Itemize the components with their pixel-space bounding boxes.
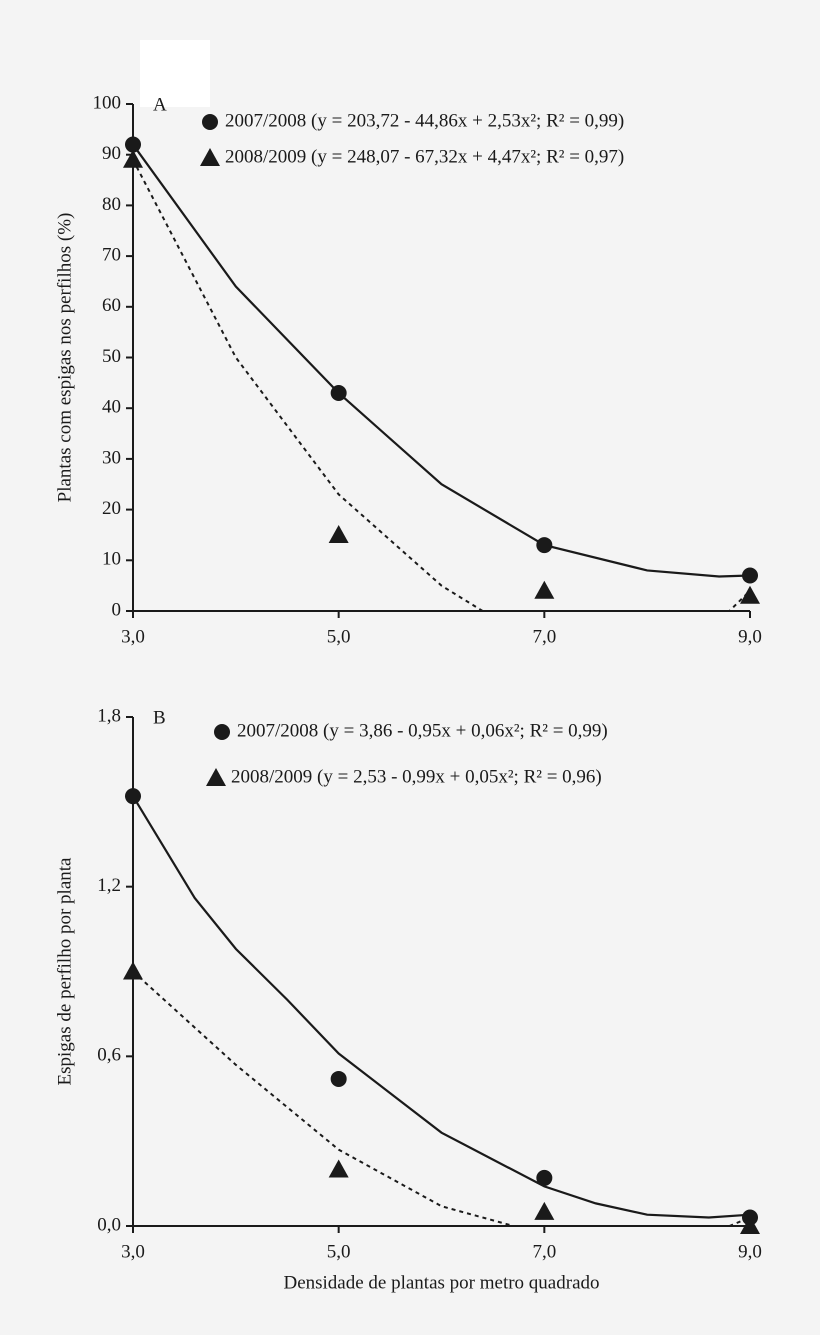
x-tick-label: 5,0 (327, 1241, 351, 1262)
y-tick-label: 0,0 (97, 1214, 121, 1235)
point (536, 1169, 553, 1186)
panel-label: A (153, 94, 167, 115)
x-axis-label: Densidade de plantas por metro quadrado (283, 1272, 599, 1293)
x-tick-label: 3,0 (121, 626, 145, 647)
legend-label: 2008/2009 (y = 248,07 - 67,32x + 4,47x²;… (225, 146, 624, 167)
point (740, 1216, 760, 1234)
y-tick-label: 1,2 (97, 875, 121, 896)
legend-marker (214, 724, 230, 740)
fit-curve (132, 159, 751, 612)
point (536, 537, 553, 554)
y-axis-label: Espigas de perfilho por planta (54, 857, 75, 1086)
y-tick-label: 30 (102, 447, 121, 468)
legend-label: 2008/2009 (y = 2,53 - 0,99x + 0,05x²; R²… (231, 766, 602, 787)
x-tick-label: 3,0 (121, 1241, 145, 1262)
y-tick-label: 70 (102, 244, 121, 265)
x-tick-label: 7,0 (532, 1241, 556, 1262)
point (125, 136, 141, 153)
legend-label: 2007/2008 (y = 3,86 - 0,95x + 0,06x²; R²… (237, 720, 608, 741)
point (328, 1159, 349, 1178)
y-axis-label: Plantas com espigas nos perfilhos (%) (54, 213, 75, 503)
y-tick-label: 1,8 (97, 705, 121, 726)
legend-marker (202, 114, 218, 130)
panel-label: B (153, 707, 166, 728)
point (123, 149, 143, 168)
y-tick-label: 40 (102, 397, 121, 418)
point (534, 580, 555, 599)
fit-curve (132, 970, 751, 1227)
y-tick-label: 50 (102, 346, 121, 367)
x-tick-label: 9,0 (738, 1241, 762, 1262)
point (330, 384, 347, 401)
x-tick-label: 5,0 (327, 626, 351, 647)
y-tick-label: 60 (102, 295, 121, 316)
point (328, 524, 349, 543)
y-tick-label: 90 (102, 143, 121, 164)
point (123, 961, 143, 980)
point (125, 788, 141, 805)
y-tick-label: 80 (102, 194, 121, 215)
point (330, 1070, 347, 1087)
y-tick-label: 20 (102, 498, 121, 519)
x-tick-label: 7,0 (532, 626, 556, 647)
y-tick-label: 0 (112, 599, 122, 620)
y-tick-label: 100 (93, 92, 122, 113)
legend-marker (206, 768, 226, 786)
y-tick-label: 10 (102, 549, 121, 570)
fit-curve (132, 795, 751, 1219)
y-tick-label: 0,6 (97, 1045, 121, 1066)
blank-box (140, 40, 210, 107)
point (534, 1201, 555, 1220)
x-tick-label: 9,0 (738, 626, 762, 647)
point (742, 567, 758, 584)
legend-label: 2007/2008 (y = 203,72 - 44,86x + 2,53x²;… (225, 110, 624, 131)
legend-marker (200, 148, 220, 166)
point (740, 585, 760, 604)
fit-curve (132, 143, 751, 578)
